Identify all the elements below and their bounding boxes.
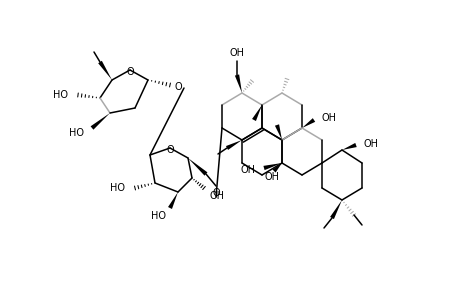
Polygon shape xyxy=(272,163,281,172)
Text: HO: HO xyxy=(53,90,68,100)
Polygon shape xyxy=(274,124,281,140)
Polygon shape xyxy=(252,105,262,121)
Text: OH: OH xyxy=(363,139,378,149)
Text: OH: OH xyxy=(241,165,256,175)
Polygon shape xyxy=(225,140,241,150)
Text: OH: OH xyxy=(264,172,279,182)
Text: HO: HO xyxy=(69,128,84,138)
Polygon shape xyxy=(341,143,356,150)
Polygon shape xyxy=(98,61,112,80)
Text: O: O xyxy=(166,145,174,155)
Text: HO: HO xyxy=(151,211,166,221)
Text: O: O xyxy=(126,67,134,77)
Polygon shape xyxy=(90,113,110,130)
Polygon shape xyxy=(330,200,341,219)
Polygon shape xyxy=(263,163,281,170)
Text: OH: OH xyxy=(210,191,224,201)
Polygon shape xyxy=(188,158,207,175)
Text: O: O xyxy=(174,82,181,92)
Text: HO: HO xyxy=(110,183,125,193)
Text: O: O xyxy=(212,188,219,198)
Polygon shape xyxy=(168,192,178,209)
Polygon shape xyxy=(235,74,241,93)
Text: OH: OH xyxy=(321,113,336,123)
Polygon shape xyxy=(302,118,314,128)
Text: OH: OH xyxy=(229,48,244,58)
